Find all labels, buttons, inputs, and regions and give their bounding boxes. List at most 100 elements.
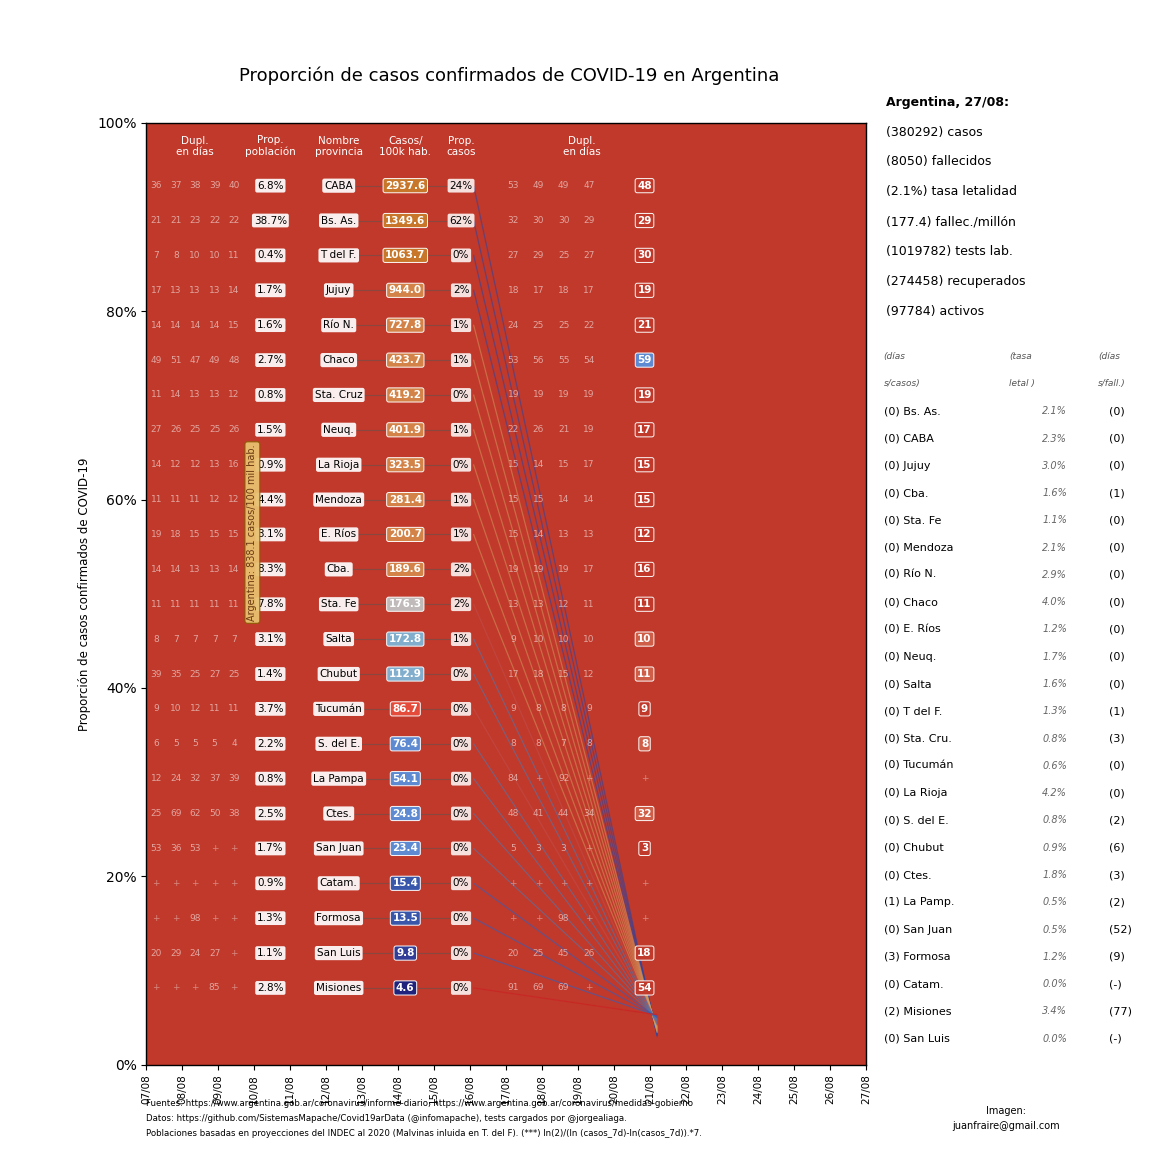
Text: 53: 53 [190,844,201,853]
Text: 2%: 2% [453,285,469,295]
Text: 12: 12 [190,460,201,469]
Text: 10: 10 [558,634,570,644]
Text: 1.6%: 1.6% [1042,679,1067,689]
Text: 3.7%: 3.7% [257,704,283,714]
Text: 7: 7 [212,634,218,644]
Text: (2): (2) [1109,815,1124,826]
Text: 15: 15 [638,495,652,504]
Text: (0) Ctes.: (0) Ctes. [883,870,931,880]
Text: 26: 26 [583,949,594,957]
Text: 69: 69 [532,984,544,992]
Text: (8050) fallecidos: (8050) fallecidos [887,156,992,168]
Text: 7: 7 [153,250,159,260]
Text: +: + [192,879,199,888]
Text: 62%: 62% [449,215,473,226]
Text: (días: (días [1097,352,1120,362]
Text: 0%: 0% [453,390,469,400]
Text: 7: 7 [192,634,198,644]
Text: 0.8%: 0.8% [257,773,283,784]
Text: 21: 21 [638,321,652,330]
Text: 2.9%: 2.9% [1042,570,1067,580]
Text: 10: 10 [170,704,181,714]
Text: 12: 12 [228,495,240,504]
Text: 14: 14 [170,565,181,573]
Text: s/casos): s/casos) [883,379,921,388]
Text: Salta: Salta [325,634,352,644]
Text: 1.6%: 1.6% [257,321,283,330]
Text: 37: 37 [209,775,220,783]
Text: (0) CABA: (0) CABA [883,434,934,443]
Text: 12: 12 [170,460,181,469]
Text: 8: 8 [586,739,592,749]
Text: 24%: 24% [449,180,473,191]
Text: (0): (0) [1109,461,1124,470]
Text: 2937.6: 2937.6 [385,180,426,191]
Text: 11: 11 [638,599,652,610]
Text: (3) Formosa: (3) Formosa [883,952,950,962]
Text: +: + [585,879,592,888]
Text: 1.3%: 1.3% [257,913,283,923]
Text: San Luis: San Luis [317,948,360,958]
Text: (0) Cba.: (0) Cba. [883,488,928,498]
Text: 200.7: 200.7 [388,530,422,539]
Text: 0%: 0% [453,669,469,679]
Text: +: + [509,914,517,923]
Text: 32: 32 [190,775,201,783]
Text: 27: 27 [151,426,161,434]
Text: 38: 38 [190,181,201,191]
Text: +: + [172,914,179,923]
Text: 13: 13 [209,565,220,573]
Text: 1.5%: 1.5% [257,425,283,435]
Text: 22: 22 [583,321,594,330]
Text: +: + [211,914,219,923]
Text: 25: 25 [209,426,220,434]
Text: 14: 14 [558,495,570,504]
Text: Chaco: Chaco [323,356,355,365]
Text: 49: 49 [151,356,161,365]
Text: 2.1%: 2.1% [1042,543,1067,552]
Text: 15: 15 [228,530,240,539]
Text: +: + [211,844,219,853]
Text: 11: 11 [228,250,240,260]
Text: 18: 18 [558,285,570,295]
Text: (días: (días [883,352,906,362]
Text: (2) Misiones: (2) Misiones [883,1006,951,1017]
Text: 18: 18 [508,285,519,295]
Text: 0.9%: 0.9% [1042,842,1067,853]
Text: +: + [230,879,238,888]
Text: +: + [172,879,179,888]
Text: 12: 12 [209,495,220,504]
Text: (52): (52) [1109,924,1131,935]
Text: 0.9%: 0.9% [257,460,283,469]
Text: Jujuy: Jujuy [326,285,351,295]
Text: 17: 17 [583,565,594,573]
Text: +: + [230,984,238,992]
Text: 36: 36 [170,844,181,853]
Text: 0%: 0% [453,738,469,749]
Text: Ctes.: Ctes. [325,808,352,819]
Text: 51: 51 [170,356,181,365]
Text: 0%: 0% [453,948,469,958]
Text: (1019782) tests lab.: (1019782) tests lab. [887,245,1013,259]
Text: 17: 17 [151,285,163,295]
Text: 3.4%: 3.4% [1042,1006,1067,1017]
Text: 19: 19 [638,285,652,295]
Text: 1%: 1% [453,495,469,504]
Text: 47: 47 [190,356,201,365]
Text: (-): (-) [1109,1034,1122,1044]
Text: 30: 30 [638,250,652,261]
Text: 9: 9 [641,704,648,714]
Text: Dupl.
en días: Dupl. en días [177,136,214,157]
Text: 15: 15 [508,495,519,504]
Text: 8: 8 [536,739,542,749]
Text: (0) Catam.: (0) Catam. [883,979,943,989]
Text: 189.6: 189.6 [388,564,421,574]
Text: (0) E. Ríos: (0) E. Ríos [883,625,941,634]
Y-axis label: Proporción de casos confirmados de COVID-19: Proporción de casos confirmados de COVID… [78,457,91,730]
Text: Casos/
100k hab.: Casos/ 100k hab. [379,136,432,157]
Text: 54: 54 [638,983,652,993]
Text: 11: 11 [170,495,181,504]
Text: 29: 29 [583,216,594,225]
Text: 1.1%: 1.1% [257,948,283,958]
Text: 3.1%: 3.1% [257,634,283,644]
